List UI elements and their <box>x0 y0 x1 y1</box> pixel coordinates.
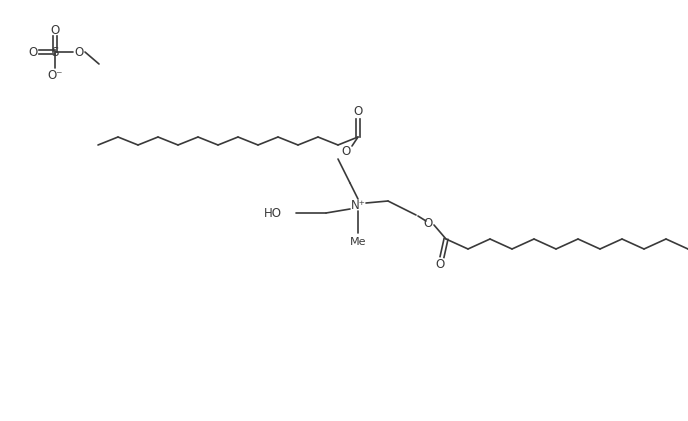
Text: O: O <box>28 45 38 59</box>
Text: HO: HO <box>264 206 282 219</box>
Text: S: S <box>52 45 58 59</box>
Text: O: O <box>74 45 84 59</box>
Text: Me: Me <box>350 237 366 247</box>
Text: O⁻: O⁻ <box>47 69 63 82</box>
Text: O: O <box>354 104 363 117</box>
Text: N⁺: N⁺ <box>351 198 365 211</box>
Text: O: O <box>341 144 351 157</box>
Text: O: O <box>50 24 60 37</box>
Text: O: O <box>436 258 444 272</box>
Text: O: O <box>423 216 433 229</box>
